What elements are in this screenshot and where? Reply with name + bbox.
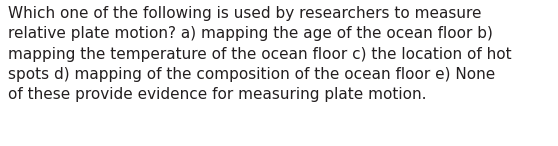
Text: Which one of the following is used by researchers to measure
relative plate moti: Which one of the following is used by re… [8, 6, 512, 102]
